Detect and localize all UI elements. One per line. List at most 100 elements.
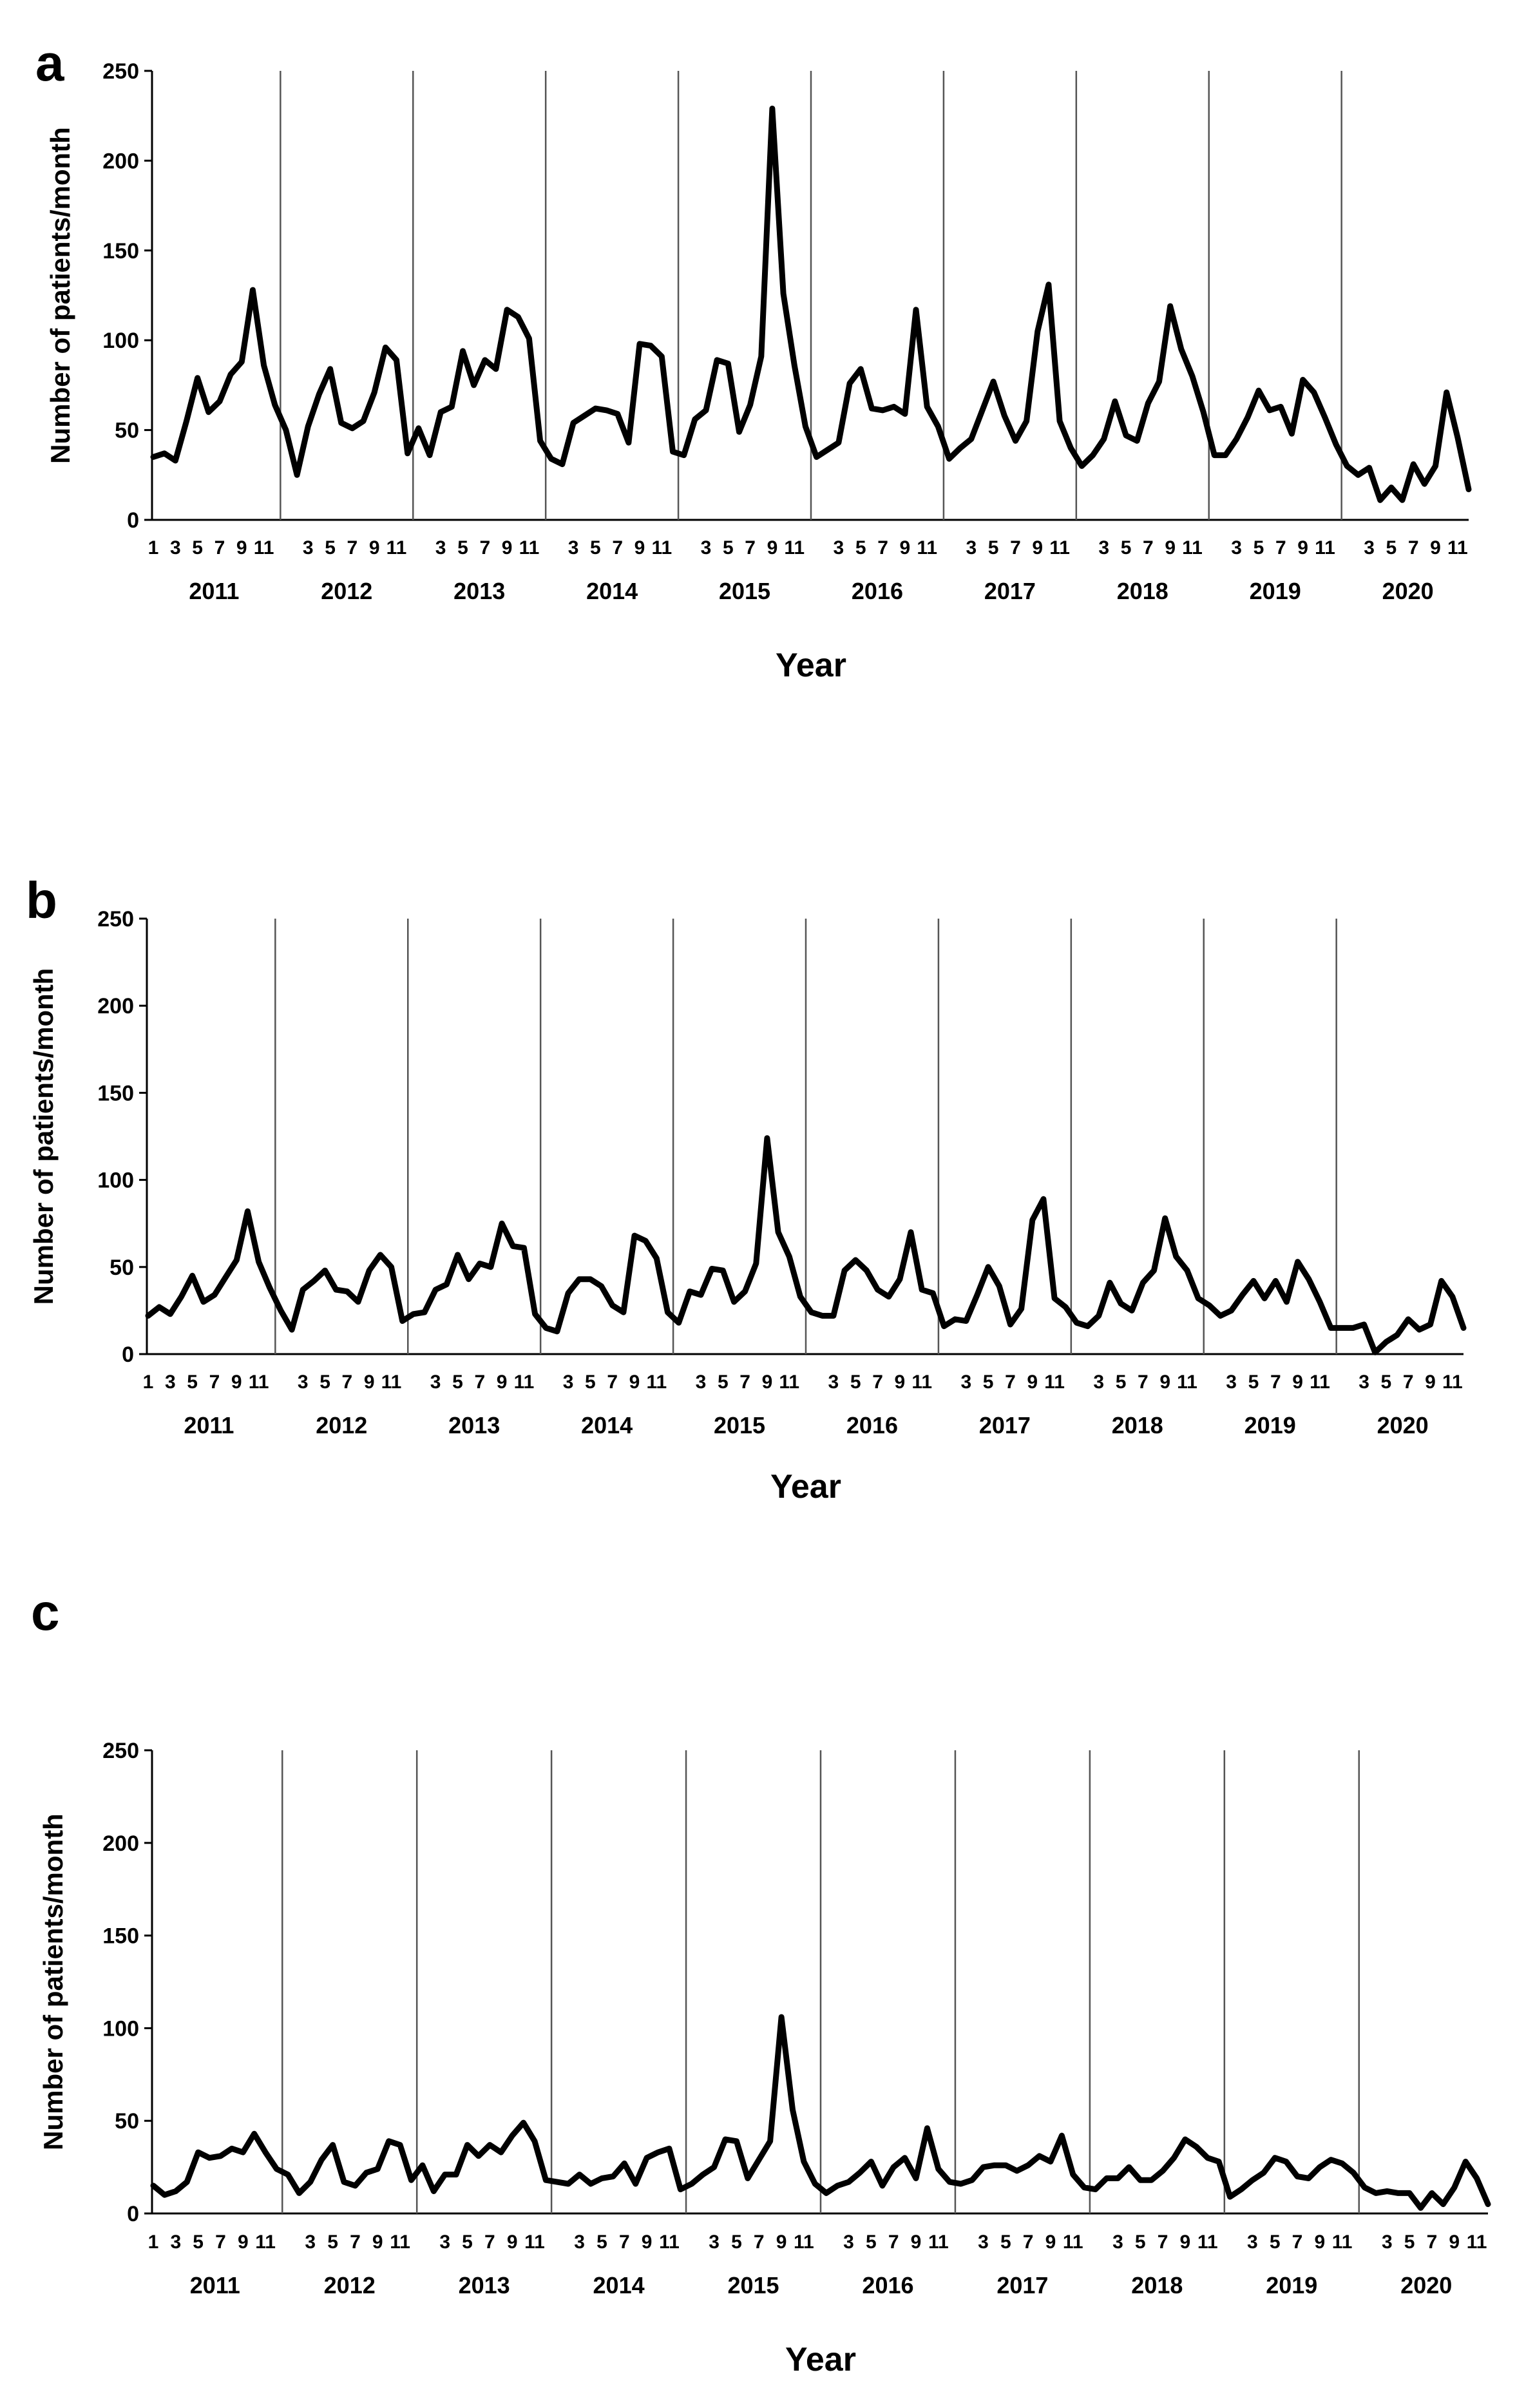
month-tick-label: 7 [1010,537,1021,559]
data-point [1362,1322,1367,1327]
data-point [408,2177,414,2183]
data-point [776,1230,781,1235]
month-tick-label: 9 [1165,537,1176,559]
data-point [1096,1314,1101,1319]
data-point [946,456,951,461]
year-tick-label: 2020 [1400,2272,1452,2298]
data-point [643,1238,648,1243]
data-point [1474,2175,1480,2181]
year-tick-label: 2015 [719,578,770,604]
data-point [599,1284,604,1289]
data-point [555,1329,560,1334]
month-tick-label: 9 [497,1371,508,1393]
data-point [311,1278,316,1283]
data-point [1082,2185,1087,2190]
y-tick-label: 100 [97,1169,134,1193]
data-point [1422,481,1427,486]
y-tick-label: 250 [102,1739,139,1763]
data-point [1091,453,1096,458]
data-point [1373,1350,1378,1355]
month-tick-label: 7 [1427,2231,1438,2253]
data-point [1048,2159,1053,2164]
data-point [577,1277,582,1282]
month-tick-label: 5 [457,537,468,559]
data-point [1429,2190,1435,2195]
data-point [472,383,477,388]
year-tick-label: 2013 [448,1412,500,1438]
month-tick-label: 3 [1112,2231,1123,2253]
y-tick-label: 100 [102,2016,139,2041]
month-tick-label: 7 [215,537,225,559]
data-point [555,2179,560,2184]
data-point [768,2139,773,2144]
data-point [549,456,554,461]
data-point [1461,1325,1466,1330]
data-point [1101,437,1107,442]
month-tick-label: 5 [319,1371,330,1393]
month-tick-label: 11 [794,2231,814,2253]
month-tick-label: 3 [1364,537,1375,559]
month-tick-label: 5 [866,2231,877,2253]
data-point [157,1304,162,1310]
data-point [604,408,609,413]
data-point [853,1257,858,1263]
y-tick-label: 250 [97,907,134,932]
data-point [416,426,421,431]
month-tick-label: 5 [723,537,734,559]
data-point [803,424,808,429]
data-point [1157,379,1162,384]
data-point [234,1257,239,1263]
data-point [975,1292,980,1297]
data-point [1107,1280,1112,1285]
data-point [1311,390,1317,395]
data-point [538,438,543,443]
month-tick-label: 11 [514,1371,535,1393]
data-point [263,2150,268,2155]
data-point [659,354,664,359]
month-tick-label: 11 [386,537,407,559]
y-tick-label: 150 [102,1924,139,1949]
data-point [1340,2161,1345,2166]
month-tick-label: 5 [1386,537,1397,559]
data-point [842,1268,847,1273]
data-point [223,1275,228,1280]
data-point [1284,2159,1289,2164]
data-point [714,358,720,363]
month-tick-label: 11 [254,537,274,559]
data-point [1278,404,1283,409]
month-tick-label: 7 [1023,2231,1034,2253]
data-point [1317,2164,1322,2170]
data-point [593,406,598,411]
y-tick-label: 250 [102,59,139,84]
data-point [319,2157,324,2163]
data-point [1301,377,1306,383]
data-point [1223,453,1228,458]
month-tick-label: 11 [1447,537,1468,559]
month-tick-label: 11 [381,1371,402,1393]
data-point [488,1265,493,1270]
year-tick-label: 2019 [1244,1412,1296,1438]
data-point [1333,442,1339,447]
data-point [1085,1324,1091,1329]
data-point [1063,1304,1068,1310]
data-point [790,2107,795,2112]
month-tick-label: 11 [1197,2231,1218,2253]
month-tick-label: 7 [619,2231,630,2253]
data-point [1025,2163,1031,2168]
data-point [1190,374,1195,379]
data-point [1245,415,1250,420]
data-point [1003,2163,1008,2168]
data-point [797,1294,803,1299]
data-point [676,1320,682,1325]
data-point [964,1319,969,1324]
data-point [703,408,709,413]
month-tick-label: 9 [1180,2231,1191,2253]
month-tick-label: 3 [170,537,181,559]
data-point [151,2183,156,2188]
data-point [712,2164,717,2170]
panel-a: a 0 50 100 150 200 250 Number of patients/month… [35,34,1472,684]
data-point [1030,1218,1035,1223]
month-tick-label: 1 [143,1371,154,1393]
data-point [936,2166,941,2172]
month-tick-label: 9 [1032,537,1043,559]
